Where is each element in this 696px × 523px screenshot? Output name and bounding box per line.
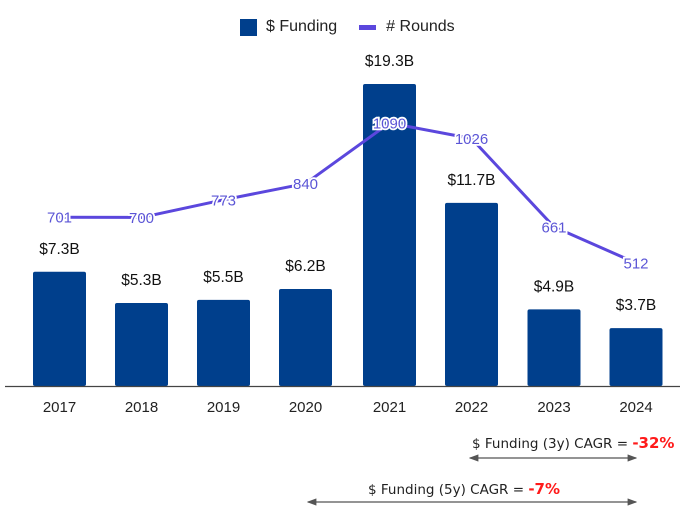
- bar-funding-2021[interactable]: [363, 83, 416, 386]
- bar-label-2019: $5.5B: [203, 269, 244, 286]
- bar-funding-2020[interactable]: [279, 288, 332, 386]
- rounds-label-2020: 840: [293, 176, 318, 193]
- bar-funding-2023[interactable]: [527, 309, 581, 386]
- legend: $ Funding # Rounds: [240, 18, 477, 36]
- rounds-label-2019: 773: [211, 192, 236, 209]
- x-tick-2022: 2022: [455, 399, 488, 416]
- x-tick-2024: 2024: [619, 399, 652, 416]
- cagr-3y-annotation: $ Funding (3y) CAGR = -32%: [472, 434, 674, 452]
- x-tick-2020: 2020: [289, 399, 322, 416]
- cagr-3y-text: $ Funding (3y) CAGR =: [472, 436, 633, 452]
- cagr-5y-annotation: $ Funding (5y) CAGR = -7%: [368, 480, 560, 498]
- rounds-line: [59, 121, 637, 265]
- bar-funding-2018[interactable]: [115, 303, 168, 386]
- legend-swatch-funding: [240, 18, 257, 36]
- rounds-line-series: 701 700 773 840 1090 1026 661 512: [45, 114, 650, 274]
- legend-label-rounds: # Rounds: [386, 18, 455, 35]
- legend-swatch-rounds: [359, 24, 377, 30]
- bar-label-2023: $4.9B: [534, 278, 575, 295]
- x-tick-2019: 2019: [207, 399, 240, 416]
- funding-bars: [33, 83, 663, 386]
- bar-label-2020: $6.2B: [285, 258, 326, 275]
- legend-item-funding[interactable]: $ Funding: [240, 18, 337, 36]
- bar-funding-2024[interactable]: [609, 328, 663, 386]
- x-tick-2023: 2023: [537, 399, 570, 416]
- cagr-5y-text: $ Funding (5y) CAGR =: [368, 482, 529, 498]
- x-tick-2017: 2017: [43, 399, 76, 416]
- rounds-label-2018: 700: [129, 210, 154, 227]
- bar-label-2021: $19.3B: [365, 53, 414, 70]
- cagr-3y-value: -32%: [632, 434, 675, 452]
- rounds-label-2022: 1026: [455, 131, 488, 148]
- x-tick-labels: 2017 2018 2019 2020 2021 2022 2023 2024: [43, 399, 653, 416]
- bar-label-2024: $3.7B: [616, 297, 657, 314]
- x-tick-2018: 2018: [125, 399, 158, 416]
- rounds-label-2023: 661: [541, 219, 566, 236]
- legend-label-funding: $ Funding: [266, 18, 338, 35]
- funding-labels: $7.3B $5.3B $5.5B $6.2B $19.3B $11.7B $4.9B $3.…: [38, 51, 658, 315]
- bar-label-2022: $11.7B: [448, 172, 496, 189]
- rounds-label-2017: 701: [47, 210, 72, 227]
- x-tick-2021: 2021: [373, 399, 406, 416]
- bar-funding-2017[interactable]: [33, 271, 86, 386]
- bar-label-2018: $5.3B: [121, 272, 162, 289]
- cagr-5y-value: -7%: [528, 480, 561, 498]
- bar-label-2017: $7.3B: [39, 241, 80, 258]
- bar-funding-2019[interactable]: [197, 299, 250, 386]
- bar-funding-2022[interactable]: [445, 202, 498, 386]
- legend-item-rounds[interactable]: # Rounds: [359, 18, 455, 36]
- rounds-label-2024: 512: [623, 256, 648, 273]
- rounds-label-2021: 1090: [373, 116, 406, 133]
